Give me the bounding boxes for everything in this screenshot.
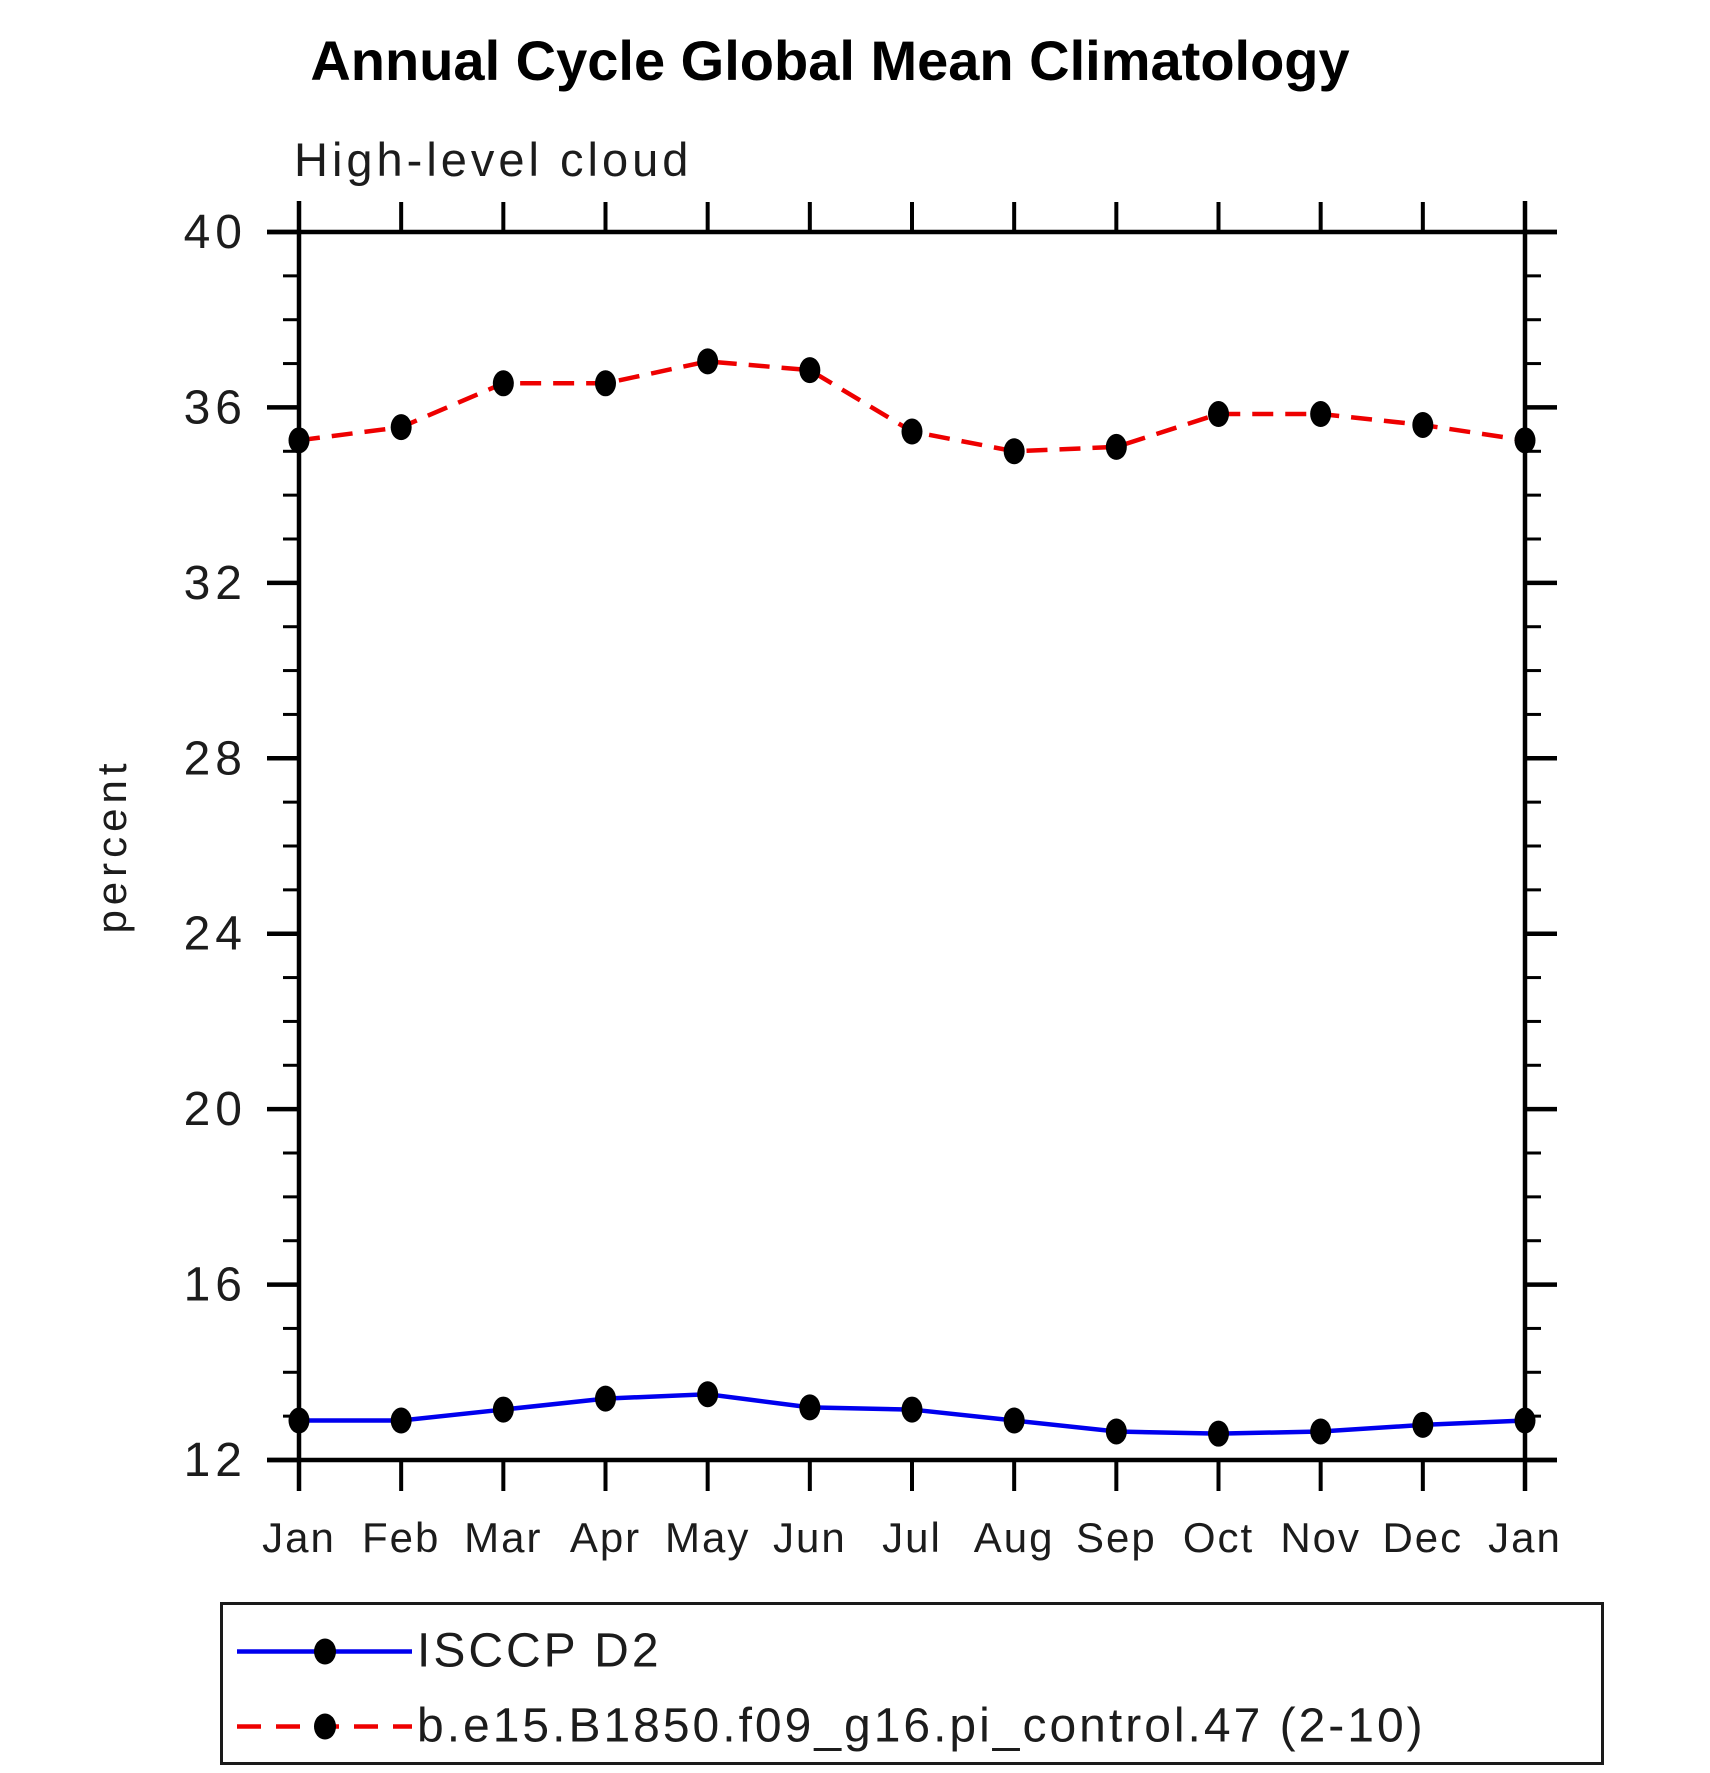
y-tick-label: 24	[184, 908, 247, 961]
data-point-marker	[1412, 1411, 1434, 1438]
chart-subtitle: High-level cloud	[294, 133, 693, 186]
y-tick-label: 20	[184, 1083, 247, 1136]
data-point-marker	[1105, 1418, 1127, 1445]
x-tick-label: Dec	[1382, 1514, 1463, 1561]
x-tick-label: Apr	[570, 1514, 641, 1561]
legend-label-model: b.e15.B1850.f09_g16.pi_control.47 (2-10)	[417, 1699, 1426, 1753]
y-tick-label: 40	[184, 206, 247, 259]
chart-title: Annual Cycle Global Mean Climatology	[310, 29, 1350, 92]
legend-marker-dot	[314, 1638, 336, 1664]
data-point-marker	[1105, 433, 1127, 460]
data-point-marker	[1003, 1407, 1025, 1434]
data-point-marker	[1310, 401, 1332, 428]
data-point-marker	[492, 370, 514, 397]
legend-box: ISCCP D2 b.e15.B1850.f09_g16.pi_control.…	[220, 1602, 1604, 1765]
data-point-marker	[697, 1381, 719, 1408]
data-point-marker	[901, 1396, 923, 1423]
legend-label-observation: ISCCP D2	[417, 1624, 662, 1678]
legend-marker-dot	[314, 1713, 336, 1739]
x-tick-label: Feb	[362, 1514, 440, 1561]
data-point-marker	[288, 427, 310, 454]
x-tick-label: Aug	[974, 1514, 1055, 1561]
data-point-marker	[799, 1394, 821, 1421]
data-point-marker	[1412, 411, 1434, 438]
data-point-marker	[1003, 438, 1025, 465]
data-point-marker	[595, 1385, 616, 1412]
legend-sample-model	[237, 1713, 412, 1739]
data-point-marker	[595, 370, 616, 397]
x-tick-label: Jul	[882, 1514, 942, 1561]
legend-item-model: b.e15.B1850.f09_g16.pi_control.47 (2-10)	[230, 1699, 1426, 1754]
data-point-marker	[288, 1407, 310, 1434]
x-tick-label: Mar	[464, 1514, 542, 1561]
data-point-marker	[1514, 427, 1536, 454]
data-point-marker	[1514, 1407, 1536, 1434]
legend-sample-observation	[237, 1638, 412, 1664]
data-point-marker	[901, 418, 923, 445]
y-tick-label: 12	[184, 1434, 247, 1487]
x-tick-label: Oct	[1183, 1514, 1254, 1561]
y-tick-label: 28	[184, 732, 247, 785]
data-point-marker	[1208, 1420, 1229, 1447]
data-point-marker	[1208, 401, 1229, 428]
data-point-marker	[390, 1407, 412, 1434]
y-tick-label: 36	[184, 381, 247, 434]
x-tick-label: Sep	[1076, 1514, 1157, 1561]
y-tick-label: 32	[184, 557, 247, 610]
legend-item-observation: ISCCP D2	[230, 1624, 662, 1679]
data-point-marker	[390, 414, 412, 441]
x-tick-label: Jan	[1488, 1514, 1562, 1561]
x-tick-label: Jan	[262, 1514, 336, 1561]
x-tick-label: Nov	[1280, 1514, 1361, 1561]
x-tick-label: Jun	[773, 1514, 847, 1561]
data-point-marker	[799, 357, 821, 384]
data-point-marker	[492, 1396, 514, 1423]
y-tick-label: 16	[184, 1259, 247, 1312]
data-point-marker	[1310, 1418, 1332, 1445]
x-tick-label: May	[665, 1514, 750, 1561]
data-point-marker	[697, 348, 719, 375]
